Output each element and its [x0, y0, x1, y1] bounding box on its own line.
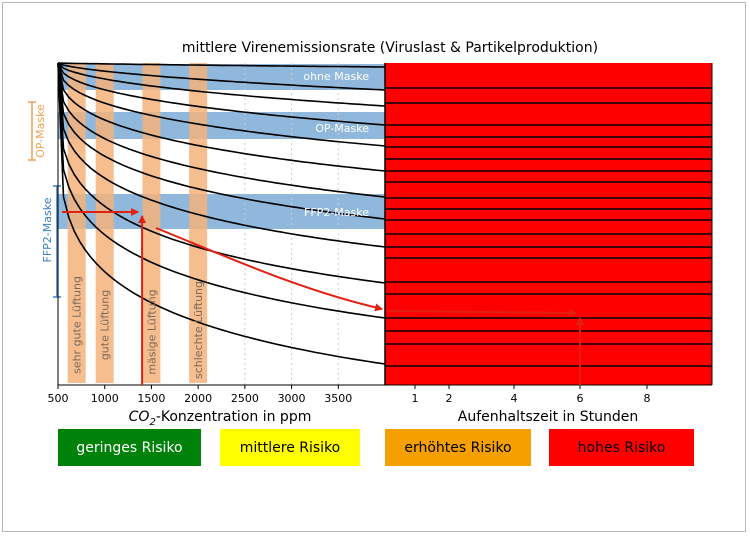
ffp2-side-label: FFP2-Maske [41, 197, 54, 262]
emission-curve-6 [57, 62, 386, 198]
ventilation-band-2 [142, 63, 161, 383]
right-x-ticks: 1 2 4 6 8 [412, 385, 651, 405]
right-tick-label-2: 4 [511, 392, 518, 405]
example-path [62, 208, 584, 385]
ventilation-label-3: schlechte Lüftung [192, 281, 205, 379]
right-tick-label-1: 2 [446, 392, 453, 405]
emission-curve-1 [57, 62, 386, 91]
grid-lines [244, 63, 339, 385]
right-tick-label-4: 8 [644, 392, 651, 405]
emission-curve-11 [57, 62, 386, 365]
ventilation-band-0 [67, 63, 86, 383]
arrow-along-curve [155, 227, 383, 312]
mask-label-2: FFP2-Maske [304, 206, 369, 219]
left-x-axis-label-rest: -Konzentration in ppm [156, 409, 312, 425]
emission-curve-5 [57, 62, 386, 172]
ventilation-bands [67, 63, 208, 383]
emission-curve-0 [57, 62, 386, 68]
mask-label-0: ohne Maske [303, 70, 369, 83]
legend-elevated-risk: erhöhtes Risiko [385, 429, 531, 466]
right-tick-label-3: 6 [577, 392, 584, 405]
left-tick-label-6: 3500 [324, 392, 352, 405]
left-tick-label-0: 500 [48, 392, 69, 405]
ventilation-label-1: gute Lüftung [99, 290, 112, 360]
chart-title: mittlere Virenemissionsrate (Viruslast &… [182, 40, 598, 56]
ventilation-label-2: mäsige Lüftung [145, 289, 158, 374]
left-x-axis-label-co: CO [129, 409, 150, 425]
left-x-axis-label: CO2-Konzentration in ppm [129, 409, 312, 428]
right-x-axis-label: Aufenhaltszeit in Stunden [458, 409, 639, 425]
legend-high-risk: hohes Risiko [549, 429, 694, 466]
ventilation-band-1 [95, 63, 114, 383]
op-side-label: OP-Maske [34, 104, 47, 158]
emission-curve-3 [57, 62, 386, 126]
emission-curve-10 [57, 62, 386, 319]
left-x-ticks: 500 1000 1500 2000 2500 3000 3500 [48, 385, 352, 405]
mask-label-1: OP-Maske [315, 122, 369, 135]
left-x-axis-label-sub: 2 [149, 417, 155, 428]
legend-low-risk: geringes Risiko [58, 429, 201, 466]
ventilation-label-0: sehr gute Lüftung [71, 276, 84, 374]
ventilation-band-3 [189, 63, 208, 383]
emission-curve-4 [57, 62, 386, 147]
emission-curve-8 [57, 62, 386, 248]
side-labels: OP-Maske FFP2-Maske [28, 101, 61, 298]
left-tick-label-3: 2000 [184, 392, 212, 405]
left-tick-label-1: 1000 [91, 392, 119, 405]
arrow-to-time [387, 308, 577, 317]
left-tick-label-5: 3000 [278, 392, 306, 405]
co2-panel: ohne Maske OP-Maske FFP2-Maske sehr gute L… [48, 62, 386, 428]
left-tick-label-4: 2500 [231, 392, 259, 405]
mask-labels: ohne Maske OP-Maske FFP2-Maske [303, 70, 369, 219]
left-tick-label-2: 1500 [137, 392, 165, 405]
exposure-panel: 1 2 4 6 8 Aufenhaltszeit in Stunden [385, 63, 712, 425]
emission-curve-2 [57, 62, 386, 107]
exposure-lines [385, 87, 712, 367]
legend-medium-risk: mittlere Risiko [220, 429, 360, 466]
right-tick-label-0: 1 [412, 392, 419, 405]
axes-frame [57, 63, 713, 386]
ventilation-labels: sehr gute Lüftung gute Lüftung mäsige Lüft… [71, 276, 205, 379]
zone-high-risk [385, 63, 712, 385]
emission-curve-7 [57, 62, 386, 220]
